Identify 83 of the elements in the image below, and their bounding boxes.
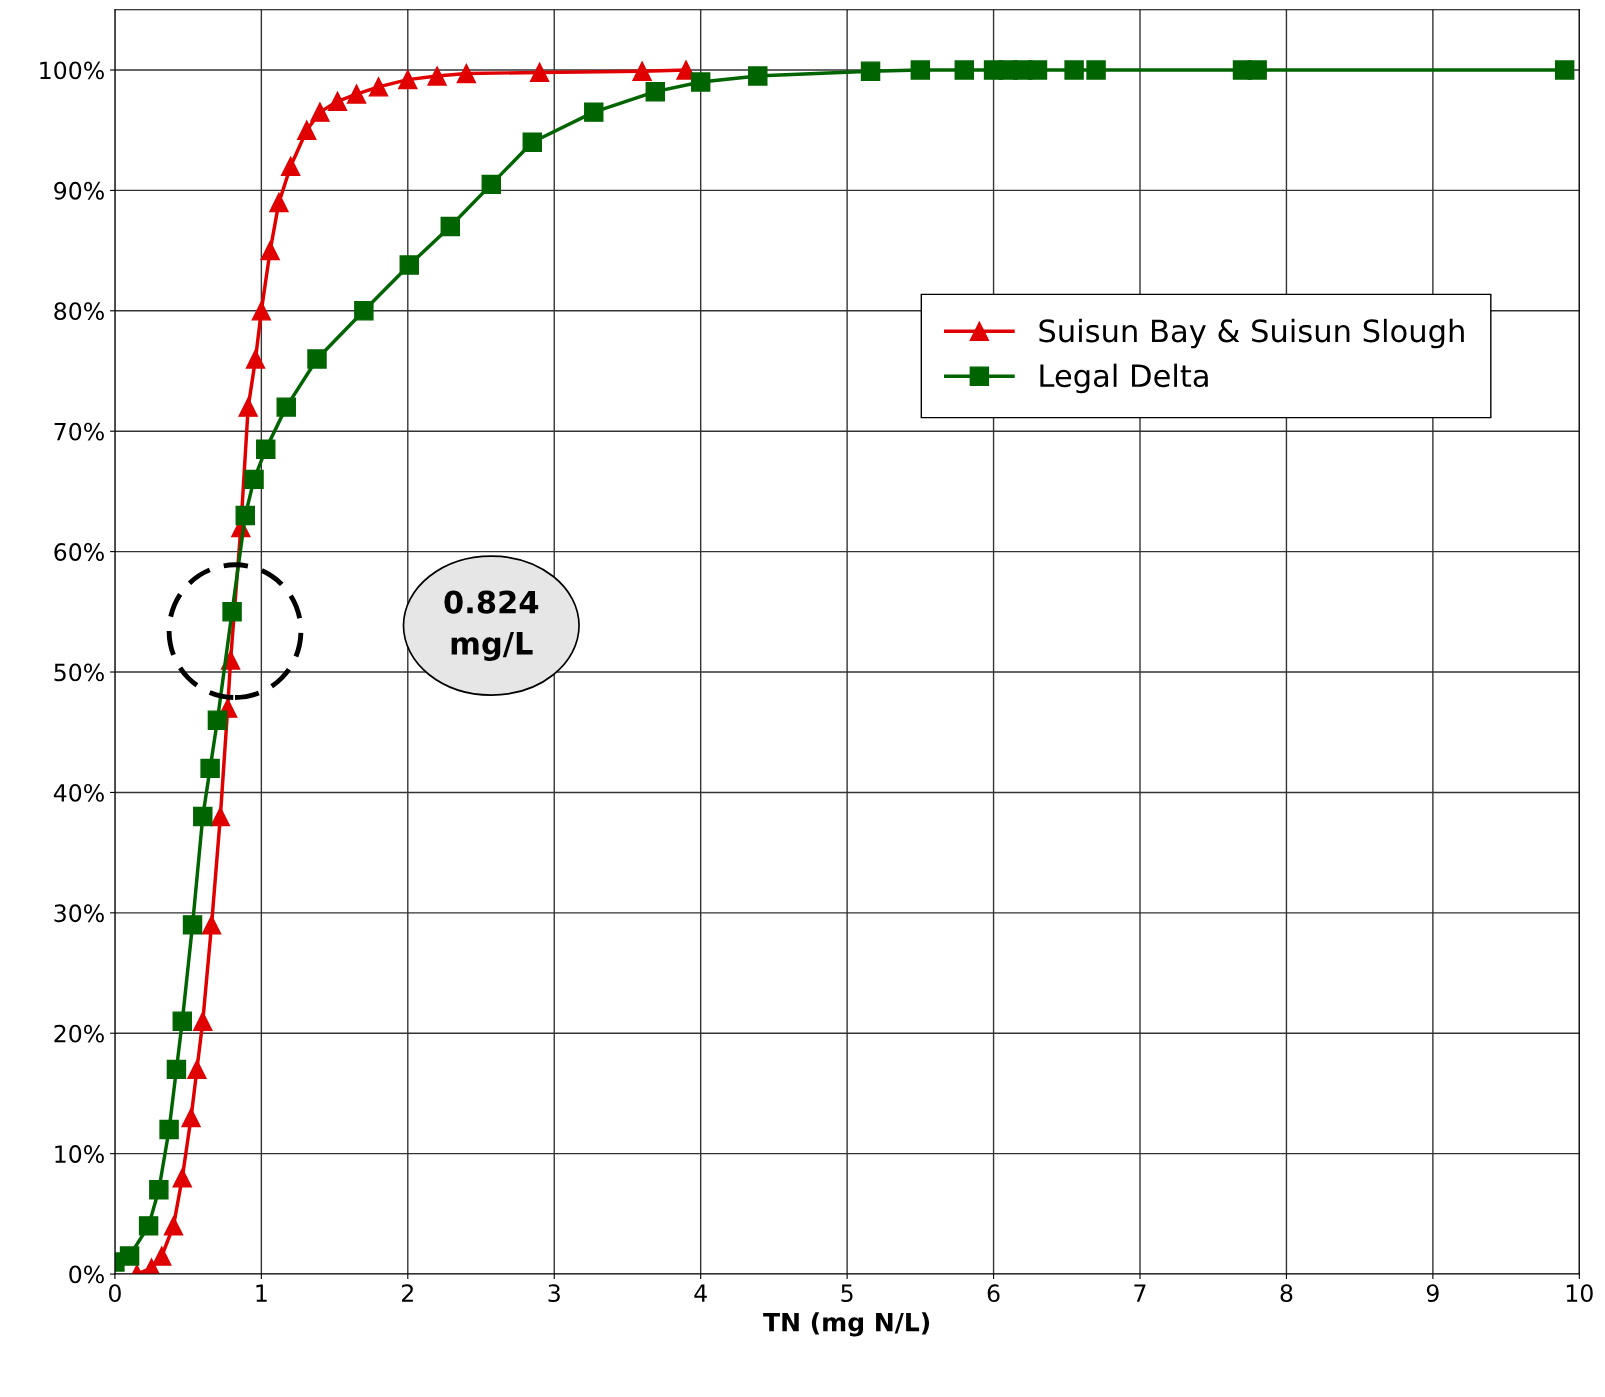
x-tick-label: 4 [694,1284,707,1302]
y-tick-label: 60% [54,543,104,561]
point [346,84,367,104]
y-tick-label: 40% [53,783,104,802]
point [584,102,604,122]
point [354,301,374,321]
y-tick-label: 90% [54,181,104,200]
x-tick-label: 8 [1280,1284,1293,1303]
y-tick-label: 100% [40,61,104,80]
point [256,439,276,459]
point [149,1180,169,1200]
point [529,62,550,83]
point [860,61,881,81]
y-tick-label: 50% [54,663,104,682]
point [440,216,460,237]
x-tick-label: 0 [108,1284,121,1303]
point [181,1107,201,1128]
point [276,397,296,417]
y-tick-label: 10% [55,1145,104,1163]
legend-label: Legal Delta [1040,363,1208,394]
point [235,505,255,526]
point [193,1011,213,1031]
point [187,1059,207,1080]
point [119,1246,140,1266]
x-tick-label: 9 [1426,1284,1439,1303]
point [522,132,542,152]
point [210,806,231,827]
point [481,174,501,195]
point [193,806,213,827]
point [222,602,242,622]
point [398,69,418,90]
y-tick-label: 20% [54,1024,104,1043]
y-tick-label: 80% [54,302,104,321]
point [427,66,447,86]
point [1086,60,1106,80]
point [166,1059,187,1080]
point [1064,60,1084,80]
point [954,60,974,80]
point [632,61,652,81]
point [910,60,931,80]
point [297,120,317,140]
point [245,349,266,369]
point [327,91,348,112]
point [310,102,330,122]
point [138,1216,159,1236]
point [152,1246,172,1266]
point [307,349,327,369]
point [244,469,264,490]
point [399,255,419,275]
y-tick-label: 70% [54,422,104,441]
point [1554,60,1575,80]
point [1247,60,1267,80]
x-tick-label: 1 [256,1284,267,1302]
x-tick-label: 5 [841,1284,853,1303]
point [201,915,222,935]
point [748,66,768,86]
point [456,63,477,84]
point [260,240,280,261]
y-tick-label: 0% [69,1265,104,1284]
x-tick-label: 2 [402,1284,413,1302]
point [163,1216,184,1236]
point [159,1119,179,1140]
y-tick-label: 30% [54,904,104,923]
annotation: 0.824 mg/L [444,590,539,661]
x-tick-label: 3 [548,1284,560,1303]
x-axis-title: TN (mg N/L) [763,1312,930,1337]
point [200,758,220,779]
point [182,915,203,935]
point [238,397,258,417]
point [172,1011,193,1031]
point [269,192,289,213]
point [280,156,301,177]
legend-label: Suisun Bay & Suisun Slough [1039,318,1464,349]
point [690,72,711,92]
point [251,301,272,321]
point [368,77,389,97]
point [645,81,666,102]
x-tick-label: 10 [1566,1284,1593,1303]
point [207,710,228,730]
point [172,1168,193,1188]
point [1027,60,1048,80]
x-tick-label: 7 [1134,1284,1146,1302]
x-tick-label: 6 [987,1284,1000,1303]
